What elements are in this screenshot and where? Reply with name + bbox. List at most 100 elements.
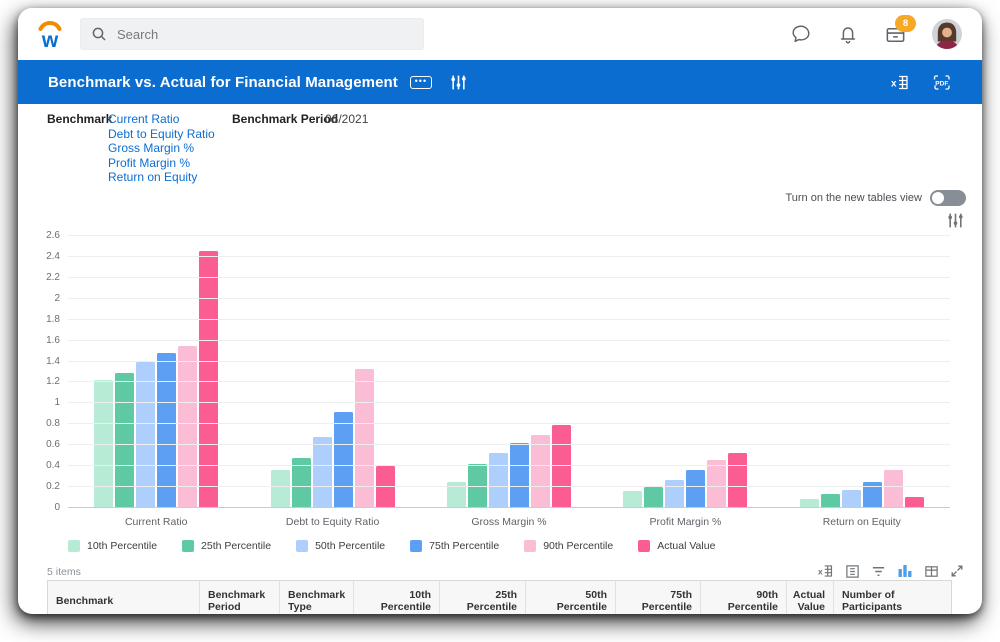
svg-text:PDF: PDF <box>935 80 948 87</box>
bar[interactable] <box>115 373 135 508</box>
inbox-icon[interactable]: 8 <box>884 14 916 46</box>
bar[interactable] <box>883 470 903 508</box>
bar[interactable] <box>157 353 177 508</box>
notifications-icon[interactable] <box>837 23 859 45</box>
bar-group <box>244 236 420 508</box>
related-actions-icon[interactable]: ••• <box>409 75 432 89</box>
table-export-excel-icon[interactable]: x <box>818 563 834 579</box>
chart-view-icon[interactable] <box>897 563 913 579</box>
legend-item[interactable]: 50th Percentile <box>296 540 385 552</box>
new-tables-view-label: Turn on the new tables view <box>785 192 922 204</box>
new-tables-view-toggle[interactable] <box>930 190 966 206</box>
bar[interactable] <box>707 459 727 508</box>
search-icon <box>91 26 107 42</box>
bar[interactable] <box>375 466 395 508</box>
bar[interactable] <box>270 470 290 508</box>
bar[interactable] <box>552 425 572 508</box>
column-header[interactable]: 10th Percentile <box>354 581 440 614</box>
y-axis-tick: 0 <box>54 502 60 513</box>
bar[interactable] <box>468 464 488 508</box>
legend-item[interactable]: 75th Percentile <box>410 540 499 552</box>
bar[interactable] <box>686 470 706 508</box>
column-header[interactable]: Actual Value <box>787 581 834 614</box>
column-header[interactable]: Benchmark <box>48 581 200 614</box>
workday-logo-icon[interactable]: w <box>32 16 68 52</box>
column-header[interactable]: Benchmark Type <box>280 581 354 614</box>
bar[interactable] <box>178 345 198 508</box>
export-excel-icon[interactable]: x <box>891 73 910 92</box>
column-header[interactable]: 25th Percentile <box>440 581 526 614</box>
gridline <box>68 402 950 404</box>
bar[interactable] <box>354 368 374 508</box>
legend-item[interactable]: 25th Percentile <box>182 540 271 552</box>
benchmark-link[interactable]: Current Ratio <box>108 112 180 126</box>
bar[interactable] <box>904 496 924 508</box>
bar[interactable] <box>489 452 509 508</box>
filter-icon[interactable] <box>871 564 886 579</box>
benchmark-links: Current Ratio Debt to Equity Ratio Gross M… <box>108 112 215 185</box>
legend-item[interactable]: 10th Percentile <box>68 540 157 552</box>
top-bar: w <box>18 8 982 60</box>
benchmark-link[interactable]: Return on Equity <box>108 170 198 184</box>
chart-settings-icon[interactable] <box>947 212 964 229</box>
legend-swatch-icon <box>296 540 309 552</box>
bar[interactable] <box>333 411 353 508</box>
expand-icon[interactable] <box>950 564 964 578</box>
y-axis-tick: 1.6 <box>46 334 60 346</box>
category-label: Debt to Equity Ratio <box>285 516 380 528</box>
y-axis-tick: 0.2 <box>46 481 60 493</box>
bar[interactable] <box>799 498 819 508</box>
gridline <box>68 423 950 425</box>
bar[interactable] <box>291 457 311 508</box>
benchmark-link[interactable]: Debt to Equity Ratio <box>108 126 215 141</box>
legend-label: 10th Percentile <box>87 540 158 552</box>
chart-category-axis: Current Ratio Debt to Equity Ratio Gross M… <box>68 516 950 528</box>
bar[interactable] <box>665 479 685 508</box>
gridline <box>68 465 950 467</box>
gridline <box>68 255 950 257</box>
gridline <box>68 318 950 320</box>
legend-item[interactable]: 90th Percentile <box>524 540 613 552</box>
bar[interactable] <box>623 491 643 508</box>
bar[interactable] <box>862 481 882 508</box>
bar[interactable] <box>644 487 664 508</box>
column-header[interactable]: Benchmark Period <box>200 581 280 614</box>
gridline <box>68 297 950 299</box>
category-label: Profit Margin % <box>649 516 722 528</box>
chart-config-icon[interactable] <box>450 74 467 91</box>
legend-label: Actual Value <box>657 540 716 552</box>
bar[interactable] <box>728 452 748 508</box>
bar[interactable] <box>94 380 114 508</box>
bar[interactable] <box>531 434 551 508</box>
benchmark-label: Benchmark <box>47 112 113 126</box>
bar[interactable] <box>841 490 861 508</box>
bar[interactable] <box>312 436 332 508</box>
column-header[interactable]: 75th Percentile <box>616 581 701 614</box>
bar[interactable] <box>510 443 530 508</box>
bar[interactable] <box>136 361 156 508</box>
category-label: Gross Margin % <box>471 516 547 528</box>
avatar[interactable] <box>932 19 962 49</box>
gridline <box>68 276 950 278</box>
legend-label: 50th Percentile <box>315 540 386 552</box>
bar-group <box>68 236 244 508</box>
legend-swatch-icon <box>524 540 537 552</box>
chat-icon[interactable] <box>790 23 812 45</box>
y-axis-tick: 2.2 <box>46 271 60 283</box>
inbox-badge: 8 <box>895 14 916 32</box>
search-box <box>80 18 424 50</box>
grid-view-icon[interactable] <box>845 564 860 579</box>
column-header[interactable]: 50th Percentile <box>526 581 616 614</box>
legend-item[interactable]: Actual Value <box>638 540 715 552</box>
columns-icon[interactable] <box>924 564 939 579</box>
search-input[interactable] <box>115 25 413 43</box>
bar[interactable] <box>447 481 467 508</box>
column-header[interactable]: 90th Percentile <box>701 581 787 614</box>
bar[interactable] <box>820 494 840 508</box>
svg-text:w: w <box>41 29 59 52</box>
export-pdf-icon[interactable]: PDF <box>932 73 952 92</box>
bar[interactable] <box>199 250 219 508</box>
benchmark-link[interactable]: Profit Margin % <box>108 155 191 170</box>
column-header[interactable]: Number of Participants <box>842 589 903 613</box>
benchmark-link[interactable]: Gross Margin % <box>108 141 195 155</box>
